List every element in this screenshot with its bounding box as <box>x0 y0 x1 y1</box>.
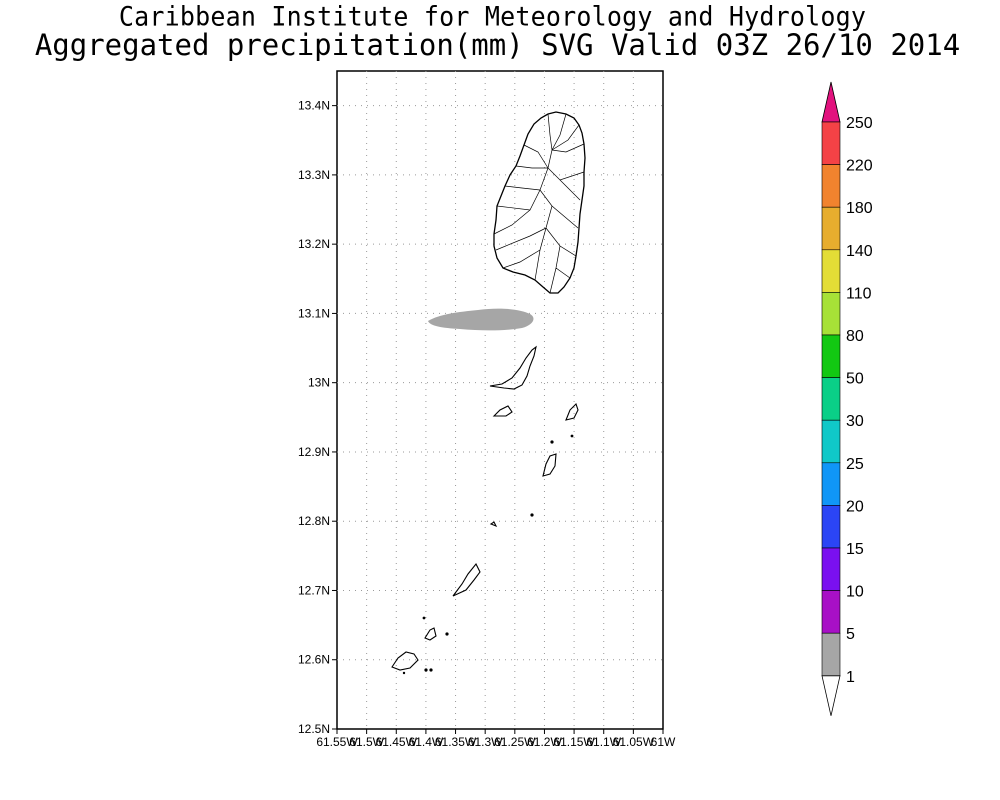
legend-label: 220 <box>846 158 873 175</box>
islet <box>550 440 554 444</box>
y-tick-label: 13.2N <box>298 237 330 251</box>
x-tick-label: 61.4W <box>409 735 444 749</box>
island-carriacou-north <box>424 627 437 641</box>
islet <box>422 616 426 620</box>
legend-max-arrow <box>821 81 841 123</box>
islet <box>402 671 406 675</box>
legend-swatch <box>821 292 841 336</box>
islet <box>570 434 574 438</box>
x-tick-label: 61.55W <box>316 735 358 749</box>
chart-title-product: Aggregated precipitation(mm) SVG Valid 0… <box>34 28 961 62</box>
y-tick-label: 12.8N <box>298 514 330 528</box>
legend-label: 15 <box>846 541 864 558</box>
legend-swatch <box>821 547 841 591</box>
legend-swatch <box>821 419 841 464</box>
island-st-vincent <box>493 111 586 294</box>
y-tick-label: 13.4N <box>298 99 330 113</box>
x-tick-label: 61.3W <box>468 735 503 749</box>
map-frame <box>336 70 664 730</box>
legend-label: 140 <box>846 243 873 260</box>
legend-label: 50 <box>846 371 864 388</box>
legend-swatch <box>821 377 841 421</box>
precipitation-area <box>428 308 534 331</box>
x-tick-label: 61.2W <box>527 735 562 749</box>
legend-label: 20 <box>846 498 864 515</box>
x-tick-label: 61.1W <box>586 735 621 749</box>
legend-min-arrow <box>821 675 841 716</box>
legend-swatch <box>821 632 841 677</box>
small-islets <box>402 434 574 675</box>
x-tick-label: 61.15W <box>553 735 595 749</box>
precipitation-legend: 250 220 180 140 110 80 50 30 25 20 15 10 5 1 <box>821 81 873 716</box>
y-tick-label: 12.5N <box>298 722 330 736</box>
y-tick-label: 13.1N <box>298 306 330 320</box>
legend-swatch <box>821 206 841 251</box>
legend-label: 25 <box>846 456 864 473</box>
legend-swatch <box>821 249 841 293</box>
island-canouan <box>542 453 557 477</box>
island-st-vincent-coastline <box>493 111 586 294</box>
island-carriacou <box>391 651 419 671</box>
island-balliceaux <box>565 402 579 421</box>
legend-label: 80 <box>846 328 864 345</box>
legend-label: 5 <box>846 626 855 643</box>
x-tick-label: 61.25W <box>494 735 536 749</box>
island-union <box>452 562 481 597</box>
legend-swatch <box>821 590 841 634</box>
island-st-vincent-watersheds <box>493 113 585 294</box>
x-tick-label: 61.35W <box>435 735 477 749</box>
y-tick-label: 13.3N <box>298 168 330 182</box>
legend-label: 250 <box>846 115 873 132</box>
legend-swatch <box>821 505 841 549</box>
chart-title-institute: Caribbean Institute for Meteorology and … <box>118 1 867 32</box>
legend-label: 10 <box>846 584 864 601</box>
y-tick-label: 13N <box>308 376 330 390</box>
legend-swatch <box>821 164 841 208</box>
islet <box>445 632 449 636</box>
island-mustique-area <box>492 405 513 417</box>
legend-label: 1 <box>846 669 855 686</box>
x-tick-label: 61.05W <box>613 735 655 749</box>
x-tick-label: 61.45W <box>376 735 418 749</box>
y-tick-label: 12.6N <box>298 653 330 667</box>
islet <box>429 668 433 672</box>
legend-label: 30 <box>846 413 864 430</box>
island-bequia <box>489 345 537 390</box>
legend-swatch <box>821 334 841 378</box>
y-tick-label: 12.7N <box>298 583 330 597</box>
x-axis: 61.55W61.5W61.45W61.4W61.35W61.3W61.25W6… <box>316 729 676 749</box>
y-tick-label: 12.9N <box>298 445 330 459</box>
y-axis: 13.4N 13.3N 13.2N 13.1N 13N 12.9N 12.8N 12.7N 12… <box>298 99 337 736</box>
x-tick-label: 61.5W <box>349 735 384 749</box>
legend-label: 180 <box>846 200 873 217</box>
islet <box>424 668 428 672</box>
legend-swatch <box>821 121 841 165</box>
islet <box>530 513 534 517</box>
island-mayreau <box>489 521 498 528</box>
x-tick-label: 61W <box>651 735 676 749</box>
legend-swatch <box>821 462 841 506</box>
islands-grenadines <box>391 345 579 671</box>
legend-label: 110 <box>846 285 872 302</box>
